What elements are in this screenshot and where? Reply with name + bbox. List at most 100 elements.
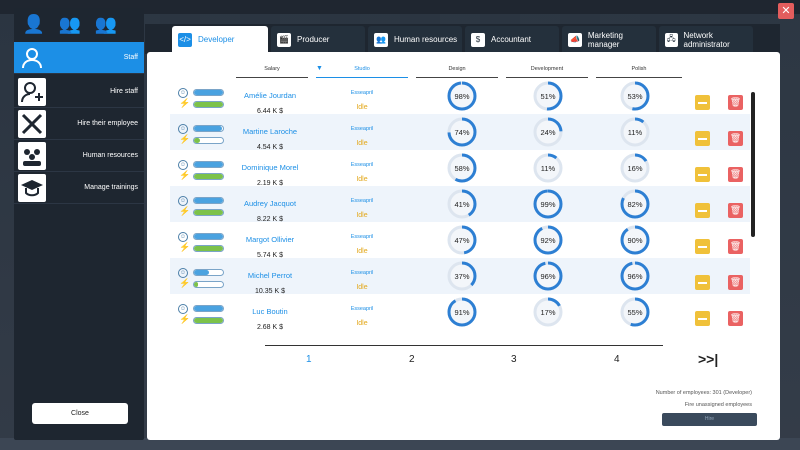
page-2[interactable]: 2 <box>409 354 415 365</box>
sidebar-item-hire-staff[interactable]: Hire staff <box>14 76 144 108</box>
page-3[interactable]: 3 <box>511 354 517 365</box>
tab-accountant[interactable]: $ Accountant <box>465 26 559 53</box>
energy-bar <box>193 209 224 216</box>
gauge-ring <box>620 225 650 255</box>
design-value: 98% <box>454 91 470 101</box>
design-gauge: 41% <box>447 189 477 219</box>
design-gauge: 74% <box>447 117 477 147</box>
header-studio[interactable]: ▼ Studio <box>316 65 408 72</box>
fire-button[interactable]: 🗑 <box>728 95 743 110</box>
fire-button[interactable]: 🗑 <box>728 311 743 326</box>
employee-name[interactable]: Martine Laroche <box>242 127 298 136</box>
design-value: 74% <box>454 127 470 137</box>
last-page-icon[interactable]: >>| <box>698 351 719 367</box>
mood-bar <box>193 125 224 132</box>
tab-marketing-manager[interactable]: 📣 Marketing manager <box>562 26 656 53</box>
employee-name[interactable]: Dominique Morel <box>241 163 299 172</box>
demote-button[interactable] <box>695 239 710 254</box>
design-gauge: 58% <box>447 153 477 183</box>
header-polish[interactable]: Polish <box>631 66 647 72</box>
employee-studio: Esseapril <box>350 90 374 96</box>
polish-value: 53% <box>627 91 643 101</box>
group-icon[interactable]: 👥 <box>94 14 118 34</box>
tab-network-administrator[interactable]: 🖧 Network administrator <box>659 26 753 53</box>
employee-name[interactable]: Audrey Jacquot <box>243 199 297 208</box>
employee-status: Idle <box>356 320 368 327</box>
header-salary[interactable]: Salary <box>264 66 280 72</box>
page-1[interactable]: 1 <box>306 354 312 365</box>
close-button[interactable]: Close <box>32 403 128 424</box>
sidebar-item-label: Human resources <box>82 152 138 159</box>
close-icon[interactable]: ✕ <box>778 3 794 19</box>
tab-human-resources[interactable]: 👥 Human resources <box>368 26 462 53</box>
gauge-ring <box>447 153 477 183</box>
people-icon[interactable]: 👥 <box>58 14 82 34</box>
header-divider <box>506 77 588 78</box>
sidebar-item-label: Hire their employee <box>77 120 138 127</box>
fire-button[interactable]: 🗑 <box>728 203 743 218</box>
employee-name[interactable]: Michel Perrot <box>247 271 293 280</box>
mood-icon: ☺ <box>178 268 188 278</box>
table-row[interactable]: ☺ ⚡ Dominique Morel 2.19 K $ Esseapril I… <box>170 150 750 187</box>
employee-studio: Esseapril <box>350 234 374 240</box>
employee-name[interactable]: Amélie Jourdan <box>243 91 297 100</box>
demote-button[interactable] <box>695 95 710 110</box>
header-divider <box>416 77 498 78</box>
polish-gauge: 90% <box>620 225 650 255</box>
fire-button[interactable]: 🗑 <box>728 131 743 146</box>
sidebar-item-manage-trainings[interactable]: Manage trainings <box>14 172 144 204</box>
employee-status: Idle <box>356 284 368 291</box>
fire-unassigned-link[interactable]: Fire unassigned employees <box>684 402 752 408</box>
demote-button[interactable] <box>695 131 710 146</box>
header-design[interactable]: Design <box>448 66 466 72</box>
sidebar-item-hire-their-employee[interactable]: Hire their employee <box>14 108 144 140</box>
tab-producer[interactable]: 🎬 Producer <box>271 26 365 53</box>
energy-bar <box>193 173 224 180</box>
scrollbar[interactable] <box>751 92 755 237</box>
polish-value: 55% <box>627 307 643 317</box>
gauge-ring <box>447 189 477 219</box>
mood-bar <box>193 161 224 168</box>
code-icon: </> <box>178 32 192 47</box>
table-row[interactable]: ☺ ⚡ Audrey Jacquot 8.22 K $ Esseapril Id… <box>170 186 750 223</box>
employee-studio: Esseapril <box>350 162 374 168</box>
pagination-divider <box>265 345 663 346</box>
tab-developer[interactable]: </> Developer <box>172 26 268 53</box>
sidebar-item-label: Hire staff <box>110 88 138 95</box>
table-row[interactable]: ☺ ⚡ Luc Boutin 2.68 K $ Esseapril Idle 🗑… <box>170 294 750 331</box>
table-row[interactable]: ☺ ⚡ Amélie Jourdan 6.44 K $ Esseapril Id… <box>170 78 750 115</box>
header-development[interactable]: Development <box>530 66 564 72</box>
employee-status: Idle <box>356 176 368 183</box>
table-row[interactable]: ☺ ⚡ Martine Laroche 4.54 K $ Esseapril I… <box>170 114 750 151</box>
sidebar-top-icons: 👤 👥 👥 <box>14 8 144 42</box>
fire-button[interactable]: 🗑 <box>728 239 743 254</box>
demote-button[interactable] <box>695 311 710 326</box>
sidebar-item-staff[interactable]: Staff <box>14 42 144 74</box>
background-bottom-strip <box>0 438 800 450</box>
person-icon[interactable]: 👤 <box>22 14 46 34</box>
fire-button[interactable]: 🗑 <box>728 275 743 290</box>
demote-button[interactable] <box>695 203 710 218</box>
page-4[interactable]: 4 <box>614 354 620 365</box>
employee-count: Number of employees: 301 (Developer) <box>655 390 752 396</box>
sidebar-item-human-resources[interactable]: Human resources <box>14 140 144 172</box>
hire-button[interactable]: Hire <box>662 413 757 426</box>
mood-icon: ☺ <box>178 232 188 242</box>
design-value: 47% <box>454 235 470 245</box>
employee-name[interactable]: Luc Boutin <box>252 307 288 316</box>
table-row[interactable]: ☺ ⚡ Margot Ollivier 5.74 K $ Esseapril I… <box>170 222 750 259</box>
employee-salary: 8.22 K $ <box>256 216 284 223</box>
energy-bar <box>193 245 224 252</box>
demote-button[interactable] <box>695 275 710 290</box>
table-row[interactable]: ☺ ⚡ Michel Perrot 10.35 K $ Esseapril Id… <box>170 258 750 295</box>
employee-name[interactable]: Margot Ollivier <box>245 235 295 244</box>
demote-button[interactable] <box>695 167 710 182</box>
design-value: 41% <box>454 199 470 209</box>
gauge-ring <box>447 81 477 111</box>
mood-bar <box>193 89 224 96</box>
employee-status: Idle <box>356 104 368 111</box>
fire-button[interactable]: 🗑 <box>728 167 743 182</box>
gauge-ring <box>620 117 650 147</box>
development-gauge: 51% <box>533 81 563 111</box>
employee-studio: Esseapril <box>350 198 374 204</box>
